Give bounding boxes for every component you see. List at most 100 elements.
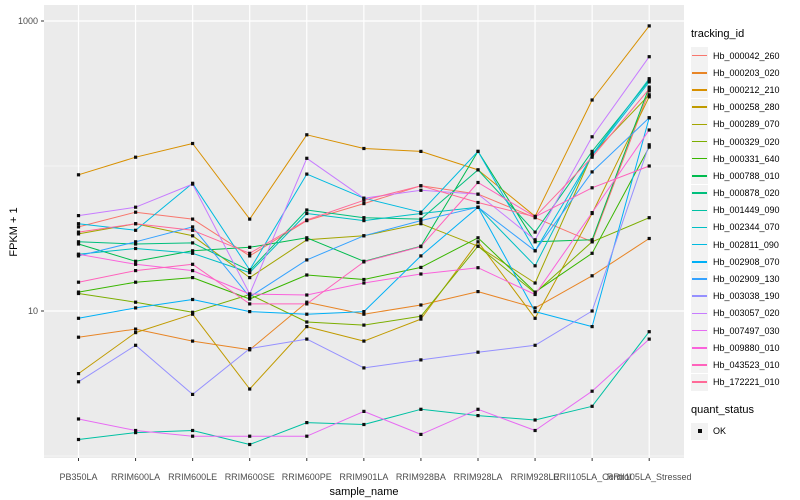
legend-entry: Hb_002344_070	[691, 218, 799, 236]
x-tick-label: RRIM928LA	[453, 472, 502, 482]
data-point	[647, 128, 651, 132]
legend-key	[691, 218, 708, 236]
data-point	[134, 280, 138, 284]
legend-status-entries: OK	[691, 422, 799, 440]
data-point	[533, 316, 537, 320]
data-point	[590, 211, 594, 215]
legend-entries: Hb_000042_260 Hb_000203_020 Hb_000212_210 H…	[691, 47, 799, 391]
data-point	[533, 240, 537, 244]
legend-key-line-icon	[692, 261, 707, 263]
data-point	[305, 211, 309, 216]
x-tick-label: PB350LA	[59, 472, 97, 482]
legend-key	[691, 287, 708, 305]
data-point	[305, 236, 309, 240]
legend-key-line-icon	[692, 381, 707, 383]
data-point	[76, 280, 81, 284]
data-point	[419, 407, 423, 411]
data-point	[476, 236, 480, 240]
legend-entry: Hb_002811_090	[691, 236, 799, 254]
data-point	[305, 434, 309, 438]
data-point	[590, 389, 594, 393]
legend-entry: Hb_007497_030	[691, 322, 799, 340]
data-point	[590, 240, 594, 244]
legend-entry-label: Hb_043523_010	[713, 359, 780, 370]
legend-entry: Hb_001449_090	[691, 201, 799, 219]
legend-status-label: OK	[713, 426, 727, 437]
legend-key-line-icon	[692, 278, 707, 280]
data-point	[248, 302, 252, 306]
legend-key	[691, 150, 708, 168]
data-point	[647, 24, 651, 28]
data-point	[362, 198, 366, 202]
data-point	[362, 323, 366, 327]
data-point	[590, 404, 594, 408]
data-point	[191, 234, 195, 238]
data-point	[76, 417, 81, 421]
data-point	[305, 300, 309, 304]
data-point	[191, 249, 195, 253]
data-point	[419, 210, 423, 214]
data-point	[476, 350, 480, 354]
legend-key-line-icon	[692, 54, 707, 57]
data-point	[419, 184, 423, 188]
data-point	[134, 205, 138, 209]
data-point	[76, 380, 81, 384]
data-point	[476, 414, 480, 418]
data-point	[362, 310, 366, 314]
data-point	[647, 145, 651, 149]
data-point	[419, 245, 423, 249]
data-point	[362, 219, 366, 223]
data-point	[476, 266, 480, 270]
legend-entry: Hb_000329_020	[691, 133, 799, 151]
data-point	[76, 316, 81, 320]
legend-title-tracking-id: tracking_id	[691, 28, 745, 40]
data-point	[76, 173, 81, 177]
legend-key	[691, 167, 708, 185]
data-point	[533, 230, 537, 234]
data-point	[191, 392, 195, 396]
legend-entry-label: Hb_003038_190	[713, 291, 780, 302]
data-point	[362, 260, 366, 264]
data-point	[647, 116, 651, 120]
x-tick-label: RRIM928BA	[396, 472, 446, 482]
data-point	[647, 93, 651, 97]
data-point	[248, 310, 252, 314]
data-point	[419, 219, 423, 223]
data-point	[533, 343, 537, 347]
data-point	[419, 303, 423, 307]
x-tick-label: RRIM600LA	[111, 472, 160, 482]
legend-entry: Hb_003057_020	[691, 304, 799, 322]
x-tick-label: RRIM600LE	[168, 472, 217, 482]
data-point	[134, 210, 138, 214]
data-point	[533, 290, 537, 294]
data-point	[476, 205, 480, 209]
data-point	[134, 155, 138, 159]
legend-key	[691, 236, 708, 254]
data-point	[76, 335, 81, 339]
legend-entry-label: Hb_002811_090	[713, 239, 779, 250]
data-point	[647, 85, 651, 89]
legend-entry-label: Hb_000258_280	[713, 102, 780, 113]
data-point	[476, 407, 480, 411]
legend-key	[691, 115, 708, 133]
legend-entry-label: Hb_009880_010	[713, 342, 780, 353]
data-point	[362, 366, 366, 370]
legend-key-line-icon	[692, 295, 707, 297]
data-point	[590, 170, 594, 174]
data-point	[533, 292, 537, 297]
data-point	[305, 172, 309, 176]
legend-entry-label: Hb_000212_210	[713, 84, 780, 95]
data-point	[191, 182, 195, 186]
data-point	[248, 387, 252, 391]
x-tick-label: RRIM901LA	[339, 472, 388, 482]
data-point	[191, 141, 195, 146]
data-point	[191, 434, 195, 438]
data-point	[248, 442, 252, 447]
legend-key	[691, 64, 708, 82]
legend-key	[691, 47, 708, 65]
data-point	[248, 295, 252, 299]
data-point	[305, 302, 309, 306]
data-point	[590, 98, 594, 102]
data-point	[362, 196, 366, 200]
